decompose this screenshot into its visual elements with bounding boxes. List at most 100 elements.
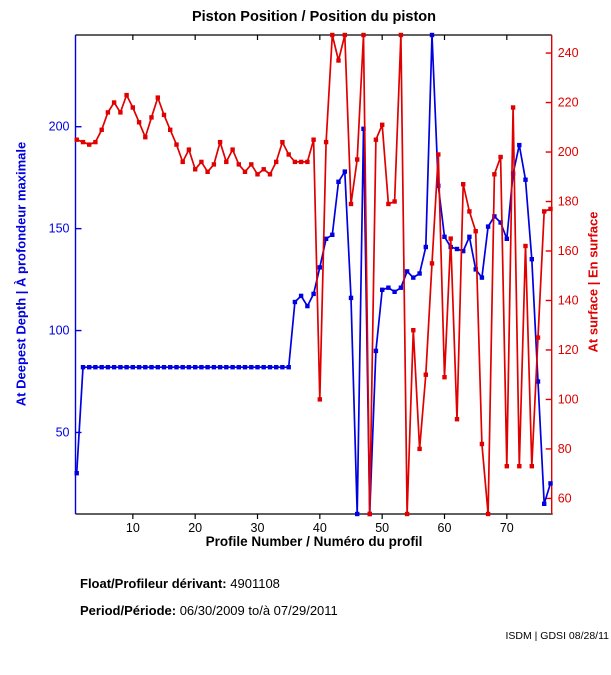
period-value: 06/30/2009 to/à 07/29/2011 [179,603,338,618]
tick-label: 30 [251,521,265,535]
data-point-marker [342,169,347,174]
data-point-marker [80,365,86,370]
data-point-marker [136,365,142,370]
data-point-marker [436,183,441,188]
data-point-marker [155,95,160,100]
data-point-marker [548,206,553,212]
data-point-marker [168,365,173,370]
plot-frame [74,34,553,515]
data-point-marker [454,246,460,252]
data-point-marker [305,303,310,309]
data-point-marker [193,167,198,172]
tick-label: 100 [49,324,70,338]
data-point-marker [498,220,503,225]
period-line: Period/Période: 06/30/2009 to/à 07/29/20… [80,603,338,618]
data-point-marker [224,159,229,165]
data-point-marker [417,271,422,276]
data-point-marker [255,365,260,370]
data-point-marker [211,365,217,370]
tick-label: 150 [49,222,70,236]
data-point-marker [105,110,111,115]
data-point-marker [143,365,148,370]
period-label: Period/Période: [80,603,177,618]
data-point-marker [317,397,322,402]
data-point-marker [87,365,92,370]
float-id-label: Float/Profileur dérivant: [80,576,227,591]
tick-label: 50 [56,425,70,439]
data-point-marker [529,257,534,262]
data-point-marker [261,167,266,172]
data-point-marker [361,32,366,38]
data-point-marker [130,105,135,110]
tick-label: 100 [558,392,579,406]
data-point-marker [386,201,391,207]
data-point-marker [249,162,254,167]
tick-label: 40 [313,521,327,535]
data-point-marker [93,365,98,370]
data-point-marker [118,110,123,115]
data-point-marker [111,365,117,370]
data-point-marker [317,265,322,270]
float-id-line: Float/Profileur dérivant: 4901108 [80,576,280,591]
data-point-marker [467,209,472,214]
data-point-marker [348,295,354,301]
data-point-marker [404,269,410,274]
data-point-marker [267,365,273,370]
data-point-marker [74,137,79,142]
data-point-marker [517,464,522,469]
data-point-marker [510,105,516,110]
credit-stamp: ISDM | GDSI 08/28/11 [505,630,610,642]
data-point-marker [342,32,347,38]
data-point-marker [186,365,192,370]
data-point-marker [193,365,198,370]
data-point-marker [143,135,148,140]
data-point-marker [392,289,397,294]
data-point-marker [311,291,316,297]
data-point-marker [298,159,304,165]
data-point-marker [411,275,416,280]
data-point-marker [118,365,123,370]
data-point-marker [199,159,204,165]
x-axis-label: Profile Number / Numéro du profil [205,534,423,549]
data-point-marker [99,127,104,132]
data-point-marker [105,365,111,370]
data-point-marker [311,137,316,142]
data-point-marker [479,275,485,280]
data-point-marker [149,365,154,370]
data-point-marker [504,236,509,241]
data-point-marker [211,162,217,167]
data-point-marker [348,201,354,207]
data-point-marker [80,139,86,145]
data-point-marker [111,100,117,105]
data-point-marker [330,232,335,237]
data-point-marker [199,365,204,370]
data-point-marker [217,365,223,370]
data-point-marker [423,244,428,250]
left-axis-ticks: 50 100 150 200 [49,120,82,439]
data-point-marker [448,236,453,241]
data-point-marker [398,285,404,290]
data-point-marker [373,137,379,142]
data-point-marker [161,112,167,118]
data-point-marker [386,285,391,290]
data-point-marker [174,365,179,370]
x-axis-ticks: 10 20 30 40 50 60 70 [126,35,514,535]
data-point-marker [87,142,92,147]
data-point-marker [510,171,516,176]
tick-label: 180 [558,195,579,209]
data-point-marker [155,365,160,370]
data-point-marker [230,147,235,152]
data-point-marker [380,122,385,127]
data-point-marker [274,159,279,165]
data-point-marker [323,236,329,241]
data-point-marker [286,152,291,157]
tick-label: 160 [558,244,579,258]
data-point-marker [467,234,472,239]
data-point-marker [236,162,241,167]
data-point-marker [236,365,241,370]
data-point-marker [336,58,341,63]
chart-title: Piston Position / Position du piston [191,9,437,25]
data-point-marker [380,287,385,292]
data-point-marker [274,365,279,370]
